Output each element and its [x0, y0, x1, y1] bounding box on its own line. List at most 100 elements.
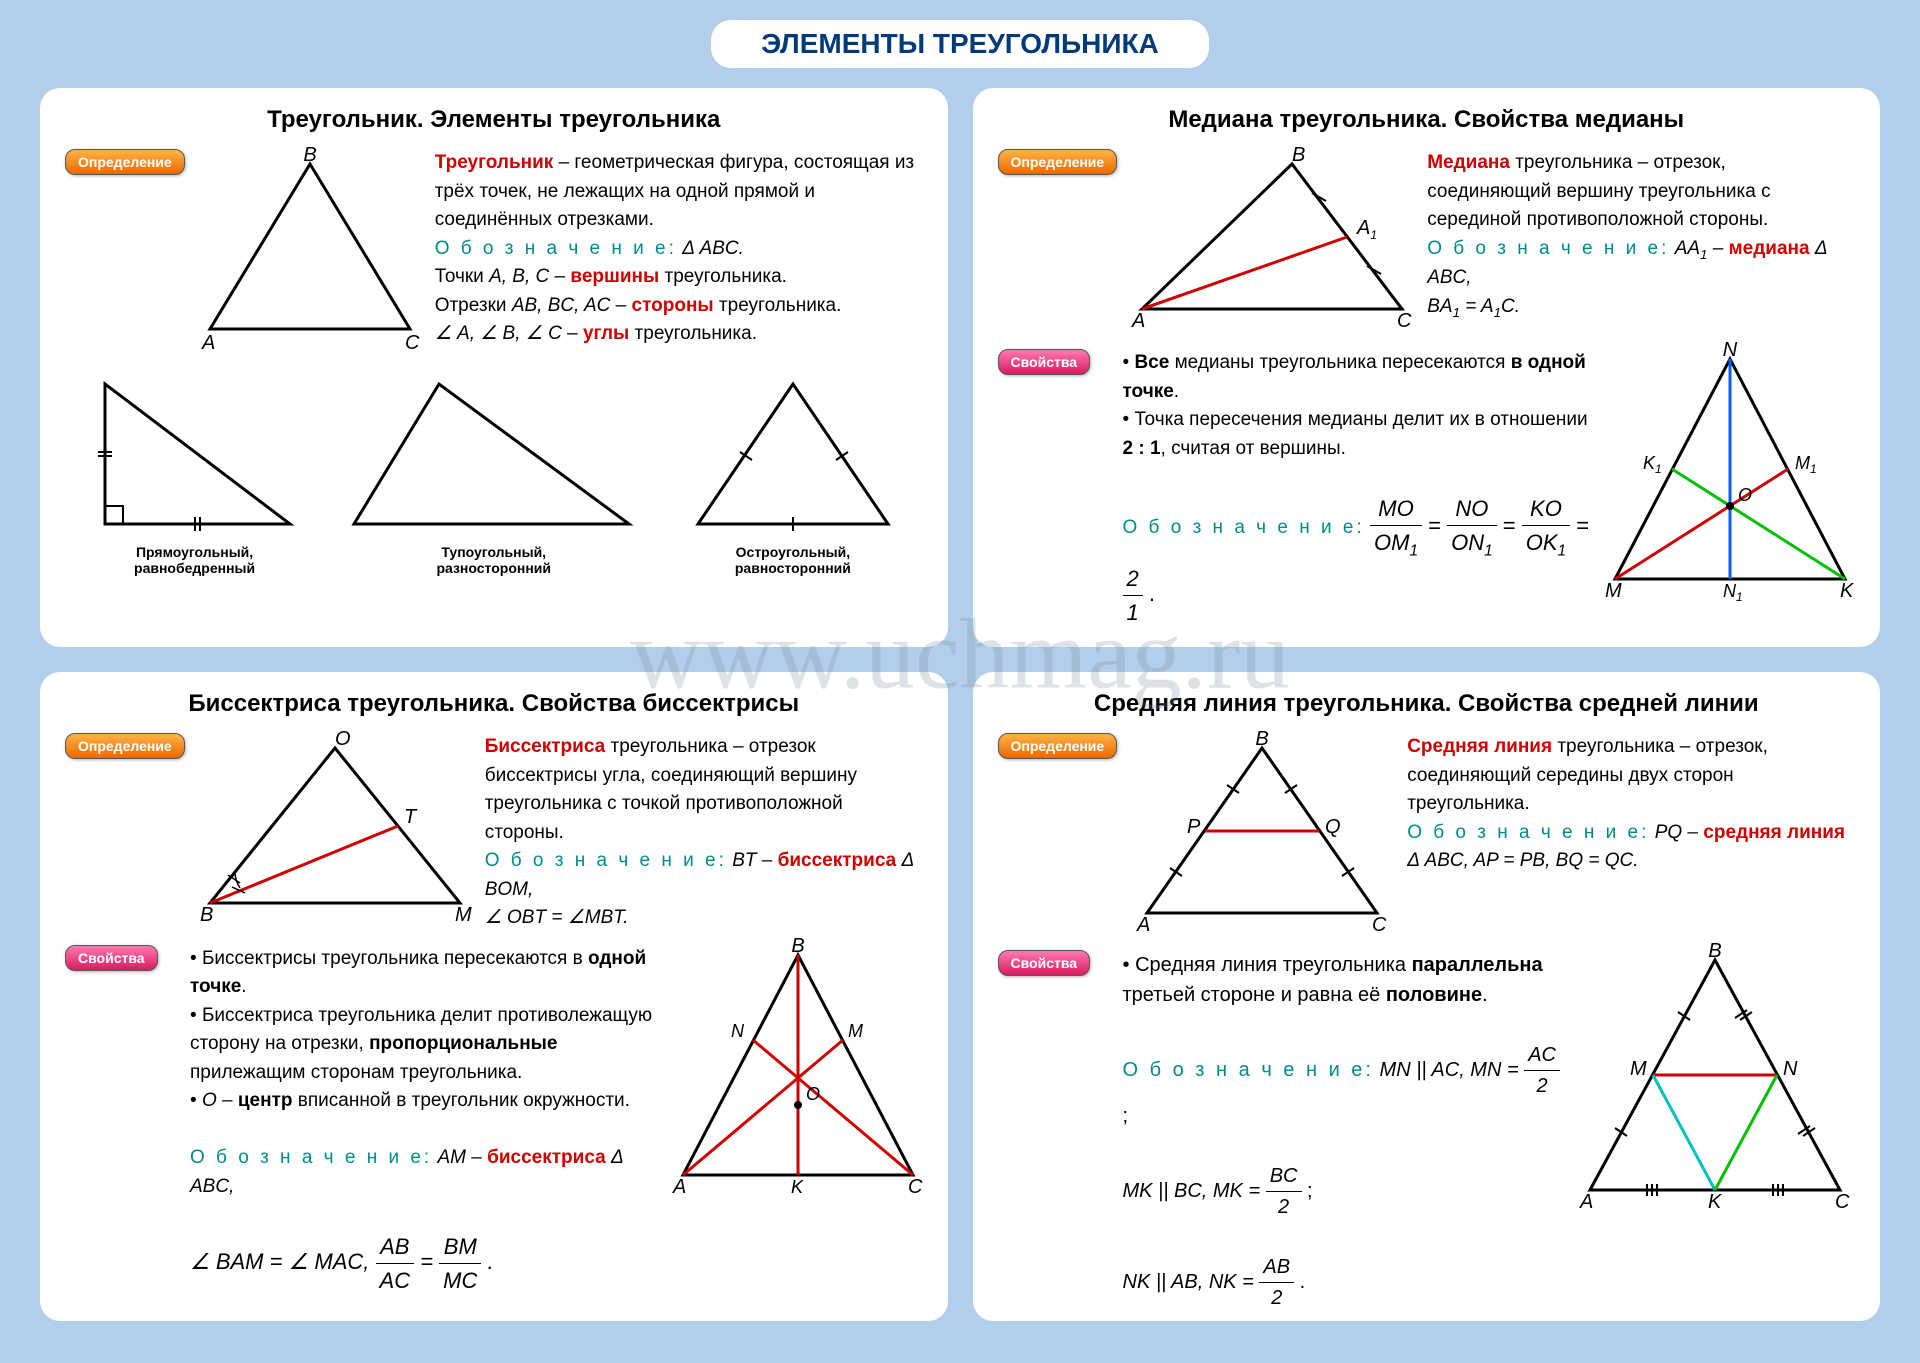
- t: .: [241, 976, 246, 997]
- svg-text:M: M: [848, 1021, 863, 1041]
- term: Средняя линия: [1407, 736, 1552, 757]
- midlines-diagram: B A C K M N: [1575, 950, 1855, 1210]
- svg-text:A: A: [1579, 1191, 1593, 1213]
- type2-label: Тупоугольный,разносторонний: [349, 544, 639, 576]
- svg-text:K1: K1: [1643, 453, 1662, 476]
- t: BT –: [727, 850, 778, 871]
- card-median: Медиана треугольника. Свойства медианы О…: [973, 88, 1881, 647]
- svg-text:K: K: [1708, 1191, 1723, 1213]
- svg-text:A: A: [672, 1176, 686, 1198]
- t: Средняя линия треугольника: [1135, 954, 1412, 976]
- definition-badge: Определение: [998, 733, 1118, 759]
- t: ∠ A, ∠ B, ∠ C: [435, 323, 562, 344]
- notation-label: О б о з н а ч е н и е:: [435, 238, 677, 259]
- svg-text:O: O: [335, 728, 351, 750]
- t: –: [562, 323, 583, 344]
- acute-equilateral-diagram: [688, 374, 898, 534]
- t: PQ –: [1649, 822, 1703, 843]
- t: медианы треугольника пересекаются: [1169, 352, 1510, 373]
- definition-badge: Определение: [65, 733, 185, 759]
- t: A, B, C: [489, 266, 549, 287]
- t: половине: [1386, 984, 1482, 1006]
- obtuse-scalene-diagram: [349, 374, 639, 534]
- svg-text:M: M: [455, 904, 472, 926]
- t: MN || AC, MN =: [1380, 1059, 1525, 1081]
- svg-text:C: C: [1835, 1191, 1850, 1213]
- t: Биссектрисы треугольника пересекаются в: [202, 948, 588, 969]
- svg-text:A: A: [1136, 914, 1150, 936]
- t: параллельна: [1412, 954, 1543, 976]
- t: BA: [1427, 296, 1452, 317]
- bisector-diagram: O T B M: [200, 733, 470, 923]
- svg-text:M: M: [1630, 1058, 1647, 1080]
- t: AM –: [432, 1147, 487, 1168]
- t: 2 : 1: [1123, 438, 1161, 459]
- t: вершины: [570, 266, 659, 287]
- notation-value: Δ ABC.: [677, 238, 744, 259]
- t: медиана: [1729, 238, 1810, 259]
- properties-badge: Свойства: [65, 945, 158, 971]
- t: AA: [1669, 238, 1700, 259]
- svg-text:N1: N1: [1723, 581, 1743, 604]
- t: C.: [1501, 296, 1520, 317]
- card4-title: Средняя линия треугольника. Свойства сре…: [998, 690, 1856, 718]
- t: Отрезки: [435, 295, 512, 316]
- t: вписанной в треугольник окружности.: [292, 1090, 629, 1111]
- t: углы: [583, 323, 629, 344]
- t: треугольника.: [629, 323, 757, 344]
- t: пропорциональные: [369, 1033, 557, 1054]
- triangle-abc-diagram: B A C: [200, 149, 420, 349]
- t: = A: [1460, 296, 1494, 317]
- svg-text:B: B: [200, 904, 213, 926]
- card3-title: Биссектриса треугольника. Свойства биссе…: [65, 690, 923, 718]
- t: O –: [202, 1090, 238, 1111]
- medians-centroid-diagram: O N M K N1 K1 M1: [1605, 349, 1855, 599]
- t: –: [549, 266, 570, 287]
- card-triangle-elements: Треугольник. Элементы треугольника Опред…: [40, 88, 948, 647]
- svg-text:K: K: [1840, 580, 1855, 602]
- svg-text:B: B: [1256, 728, 1269, 750]
- svg-text:B: B: [791, 935, 804, 957]
- card-grid: Треугольник. Элементы треугольника Опред…: [40, 88, 1880, 1321]
- ratio-label: О б о з н а ч е н и е:: [1123, 517, 1365, 538]
- t: ∠ OBT = ∠MBT.: [485, 907, 629, 928]
- svg-text:O: O: [806, 1084, 820, 1104]
- svg-text:K: K: [791, 1177, 804, 1197]
- svg-text:N: N: [1723, 339, 1738, 361]
- notation-label: О б о з н а ч е н и е:: [1407, 822, 1649, 843]
- definition-badge: Определение: [998, 149, 1118, 175]
- t: стороны: [632, 295, 714, 316]
- t: средняя линия: [1703, 822, 1845, 843]
- svg-text:A1: A1: [1356, 217, 1377, 242]
- card-bisector: Биссектриса треугольника. Свойства биссе…: [40, 672, 948, 1321]
- right-isoceles-diagram: [90, 374, 300, 534]
- svg-text:Q: Q: [1325, 816, 1341, 838]
- t: прилежащим сторонам треугольника.: [190, 1062, 522, 1083]
- svg-text:C: C: [405, 332, 420, 354]
- svg-text:B: B: [1708, 940, 1721, 962]
- t: третьей стороне и равна её: [1123, 984, 1386, 1006]
- notation-label: О б о з н а ч е н и е:: [1427, 238, 1669, 259]
- svg-text:C: C: [1397, 310, 1412, 332]
- t: –: [610, 295, 631, 316]
- bis-label: О б о з н а ч е н и е:: [190, 1147, 432, 1168]
- term: Треугольник: [435, 152, 554, 173]
- t: NK || AB, NK =: [1123, 1271, 1260, 1293]
- svg-text:A: A: [1131, 310, 1145, 332]
- t: .: [1174, 381, 1179, 402]
- t: центр: [238, 1090, 293, 1111]
- t: биссектриса: [487, 1147, 606, 1168]
- type3-label: Остроугольный,равносторонний: [688, 544, 898, 576]
- card-midline: Средняя линия треугольника. Свойства сре…: [973, 672, 1881, 1321]
- svg-text:P: P: [1187, 816, 1201, 838]
- t: Все: [1134, 352, 1169, 373]
- svg-text:C: C: [908, 1176, 923, 1198]
- t: –: [1707, 238, 1728, 259]
- svg-text:B: B: [303, 144, 316, 166]
- t: Точка пересечения медианы делит их в отн…: [1134, 409, 1587, 430]
- svg-text:T: T: [404, 806, 418, 828]
- bisectors-incenter-diagram: O B A C K N M: [673, 945, 923, 1195]
- card1-title: Треугольник. Элементы треугольника: [65, 106, 923, 134]
- svg-text:N: N: [731, 1021, 745, 1041]
- notation-label: О б о з н а ч е н и е:: [485, 850, 727, 871]
